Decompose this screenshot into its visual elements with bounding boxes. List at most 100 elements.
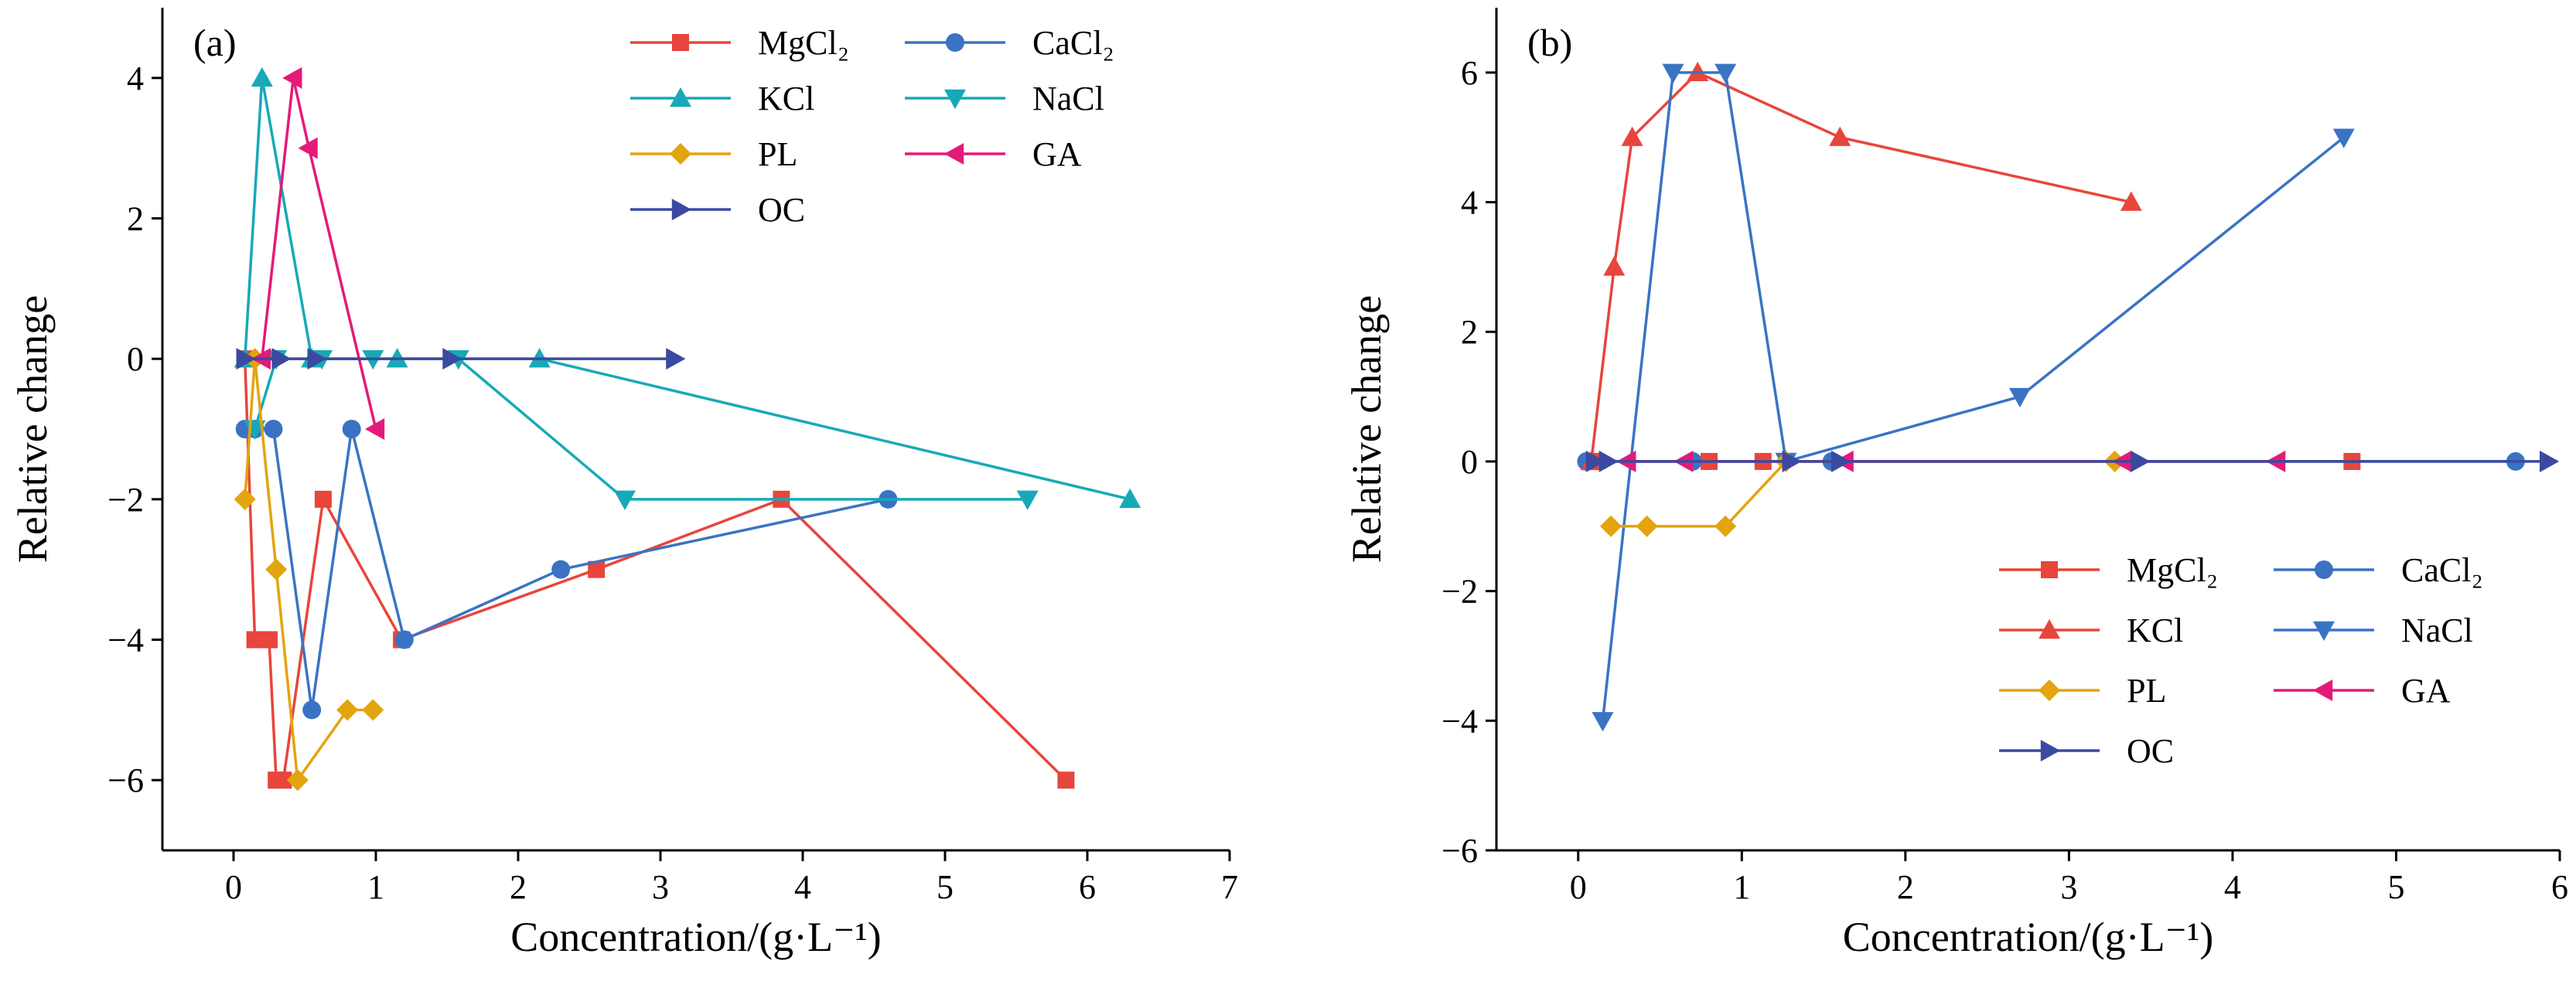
data-point-oc [2539, 450, 2560, 472]
data-point-pl [234, 488, 256, 510]
legend-marker [2039, 680, 2060, 701]
data-point-cacl2 [394, 630, 414, 649]
x-tick-label: 4 [2224, 868, 2241, 906]
legend-marker [2315, 560, 2333, 579]
legend-item-pl: PL [630, 135, 797, 173]
data-point-oc [1782, 450, 1802, 472]
legend-marker [670, 87, 691, 107]
legend-item-mgcl2: MgCl₂ [1999, 551, 2218, 589]
data-point-nacl [1592, 712, 1614, 732]
data-point-ga [298, 137, 318, 159]
series-kcl [234, 66, 1141, 509]
y-tick-label: 6 [1461, 54, 1478, 92]
data-point-oc [1831, 450, 1851, 472]
legend-label: CaCl₂ [1032, 24, 1114, 62]
y-tick-label: −6 [1442, 832, 1478, 870]
legend-marker [2313, 680, 2333, 701]
data-point-oc [271, 348, 292, 370]
legend-item-oc: OC [1999, 732, 2174, 770]
data-point-mgcl2 [1057, 772, 1075, 789]
data-point-mgcl2 [261, 631, 278, 649]
legend-item-cacl2: CaCl₂ [905, 24, 1114, 62]
data-point-oc [307, 348, 327, 370]
legend-item-nacl: NaCl [2274, 611, 2473, 649]
legend-label: KCl [758, 80, 814, 118]
data-point-cacl2 [342, 420, 361, 438]
legend-marker [2040, 740, 2060, 761]
data-point-kcl [1621, 126, 1643, 146]
x-axis-title: Concentration/(g·L⁻¹) [1843, 914, 2214, 960]
data-point-pl [336, 699, 359, 721]
data-point-oc [1598, 450, 1619, 472]
y-tick-label: −2 [1442, 573, 1478, 611]
legend-label: OC [758, 191, 805, 229]
data-point-cacl2 [264, 420, 283, 438]
data-point-nacl [614, 490, 636, 510]
series-line-mgcl2 [243, 359, 1067, 782]
y-axis-title: Relative change [9, 295, 56, 563]
data-point-nacl [1662, 63, 1684, 83]
legend-item-cacl2: CaCl₂ [2274, 551, 2483, 589]
legend-label: OC [2127, 732, 2174, 770]
y-axis-title: Relative change [1343, 295, 1390, 563]
x-tick-label: 2 [510, 868, 527, 906]
legend-item-pl: PL [1999, 672, 2166, 710]
data-point-ga [365, 418, 385, 440]
x-tick-label: 1 [367, 868, 384, 906]
data-point-nacl [2008, 387, 2031, 408]
y-tick-label: 4 [127, 60, 144, 97]
data-point-kcl [2120, 191, 2142, 211]
legend-label: GA [1032, 135, 1082, 173]
series-cacl2 [235, 420, 898, 720]
data-point-pl [286, 769, 309, 792]
y-tick-label: −4 [1442, 702, 1478, 740]
data-point-pl [1636, 515, 1658, 537]
legend-marker [944, 89, 966, 109]
x-tick-label: 0 [1570, 868, 1587, 906]
legend-item-nacl: NaCl [905, 80, 1104, 118]
legend-label: KCl [2127, 611, 2183, 649]
data-point-ga [282, 66, 302, 89]
series-mgcl2 [236, 350, 1075, 789]
data-point-oc [236, 348, 256, 370]
data-point-kcl [1603, 256, 1626, 276]
series-kcl [1580, 61, 2142, 471]
legend: MgCl₂ CaCl₂ KCl NaCl PL GA OC [1999, 551, 2483, 770]
legend-label: NaCl [2401, 611, 2473, 649]
y-tick-label: −2 [107, 481, 144, 519]
legend-label: MgCl₂ [758, 24, 849, 62]
data-point-nacl [1714, 63, 1737, 83]
legend-item-ga: GA [905, 135, 1082, 173]
legend-label: GA [2401, 672, 2451, 710]
panel-label: (b) [1527, 21, 1572, 64]
legend-marker [2041, 561, 2058, 578]
legend-marker [2039, 619, 2060, 639]
x-tick-label: 2 [1897, 868, 1914, 906]
series-line-ga [261, 77, 377, 430]
data-point-oc [666, 348, 686, 370]
data-point-cacl2 [551, 560, 571, 579]
x-tick-label: 5 [2387, 868, 2404, 906]
data-point-kcl [1119, 488, 1141, 509]
y-tick-label: 2 [1461, 313, 1478, 351]
panel-a: 0 1 2 3 4 5 6 7 −6 −4 −2 0 2 4 Concentration/(g·L⁻¹) Re… [9, 8, 1238, 960]
legend-label: MgCl₂ [2127, 551, 2218, 589]
x-tick-label: 6 [1079, 868, 1096, 906]
legend-marker [671, 199, 691, 220]
data-point-pl [362, 699, 384, 721]
y-tick-label: 0 [127, 340, 144, 378]
data-point-pl [1714, 515, 1737, 537]
y-tick-label: 2 [127, 200, 144, 238]
legend-marker [670, 143, 691, 165]
x-tick-label: 4 [794, 868, 811, 906]
series-ga [251, 66, 385, 440]
legend-item-kcl: KCl [630, 80, 814, 118]
legend-label: PL [758, 135, 797, 173]
series-oc [236, 348, 686, 370]
x-tick-label: 0 [225, 868, 242, 906]
x-tick-label: 5 [937, 868, 954, 906]
data-point-pl [265, 558, 288, 581]
y-tick-label: −4 [107, 622, 144, 659]
legend-label: NaCl [1032, 80, 1104, 118]
legend-marker [672, 34, 689, 51]
